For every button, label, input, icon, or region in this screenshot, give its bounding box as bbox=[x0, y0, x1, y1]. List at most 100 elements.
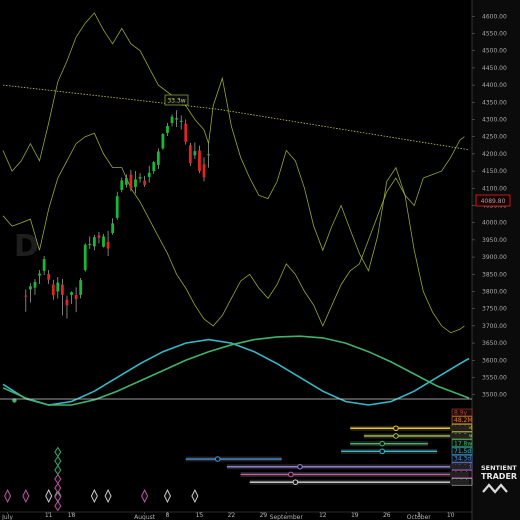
x-tick-label: 19 bbox=[351, 512, 359, 519]
y-tick-label: 3900.00 bbox=[482, 254, 507, 261]
candle bbox=[33, 279, 37, 295]
candle bbox=[188, 142, 192, 166]
candle bbox=[138, 173, 142, 183]
x-tick-label: 26 bbox=[383, 512, 391, 519]
trough-diamond bbox=[22, 488, 30, 504]
candle-body bbox=[156, 151, 160, 165]
candle bbox=[175, 110, 179, 128]
candle bbox=[51, 279, 55, 300]
x-tick-label: July bbox=[1, 514, 13, 520]
candle-body bbox=[24, 295, 28, 297]
candle-body bbox=[88, 244, 92, 246]
candlesticks bbox=[24, 110, 210, 319]
x-tick-label: 3 bbox=[417, 512, 421, 519]
y-tick-label: 4350.00 bbox=[482, 99, 507, 106]
x-tick-label: 12 bbox=[319, 512, 327, 519]
candle bbox=[161, 133, 165, 150]
candle bbox=[207, 143, 210, 168]
x-tick-label: 29 bbox=[260, 512, 268, 519]
trough-diamond bbox=[4, 488, 12, 504]
candle bbox=[193, 142, 197, 160]
trendline-label-text: 33.3w bbox=[167, 98, 185, 105]
trough-diamond bbox=[45, 488, 53, 504]
candle-body bbox=[207, 154, 210, 156]
timeframe-phase-marker bbox=[393, 433, 399, 439]
timeframe-label: 34.3d bbox=[454, 456, 471, 463]
x-tick-label: 10 bbox=[447, 512, 455, 519]
candle bbox=[60, 279, 64, 316]
x-tick-label: 22 bbox=[228, 512, 236, 519]
x-tick-label: August bbox=[134, 514, 156, 520]
candle bbox=[79, 278, 83, 299]
candle-body bbox=[74, 294, 78, 300]
timeframe-phase-marker bbox=[214, 456, 221, 462]
candle-body bbox=[198, 150, 201, 172]
current-price-text: 4089.80 bbox=[481, 198, 506, 205]
candle-body bbox=[193, 151, 197, 156]
candle-body bbox=[56, 282, 60, 292]
timeframe-label: 8.9y bbox=[454, 410, 468, 417]
candle bbox=[184, 119, 188, 145]
candle bbox=[111, 218, 115, 235]
x-tick-label: 8 bbox=[166, 512, 170, 519]
candle-body bbox=[97, 235, 101, 238]
candle bbox=[24, 289, 28, 312]
candle-body bbox=[102, 236, 105, 247]
candle bbox=[152, 161, 156, 174]
candle bbox=[170, 114, 174, 127]
timeframe-box bbox=[451, 416, 473, 424]
envelope-bands bbox=[2, 12, 465, 334]
logo-line-2: TRADER bbox=[481, 472, 517, 481]
candle-body bbox=[106, 241, 110, 249]
cycle-trough-diamonds bbox=[4, 446, 199, 512]
candle-body bbox=[115, 196, 119, 218]
candle-body bbox=[33, 281, 37, 288]
timeframe-phase-marker bbox=[297, 463, 303, 470]
y-tick-label: 3550.00 bbox=[482, 374, 507, 381]
timeframe-label: 71.5d bbox=[454, 448, 471, 455]
candle bbox=[92, 235, 96, 251]
timeframe-row: 17.8w bbox=[451, 439, 473, 447]
candle bbox=[124, 174, 128, 188]
trendline-path bbox=[2, 84, 470, 151]
candle-body bbox=[38, 273, 41, 276]
time-axis: July 11 18 August 8 15 22 29 September 12 19 26 3Oct… bbox=[0, 511, 472, 520]
candle bbox=[29, 283, 32, 303]
timeframe-row: 48.2M bbox=[451, 416, 473, 424]
candle-body bbox=[124, 177, 128, 185]
trough-diamond bbox=[104, 488, 112, 504]
candle-body bbox=[170, 116, 174, 123]
candle-body bbox=[175, 118, 179, 120]
y-tick-label: 4600.00 bbox=[482, 13, 507, 20]
candle bbox=[147, 165, 151, 183]
y-tick-label: 3650.00 bbox=[482, 340, 507, 347]
timeframe-row: 71.5d bbox=[451, 447, 473, 455]
x-tick-label: 11 bbox=[45, 512, 53, 519]
timeframe-box bbox=[451, 408, 473, 417]
y-tick-label: 3700.00 bbox=[482, 323, 507, 330]
price-axis-panel bbox=[472, 0, 520, 520]
x-tick-label: 15 bbox=[196, 512, 204, 519]
candle bbox=[120, 177, 124, 193]
candle bbox=[198, 145, 201, 174]
timeframe-box bbox=[451, 439, 473, 447]
trendline-label: 33.3w bbox=[164, 94, 189, 106]
candle-body bbox=[202, 164, 206, 178]
candle-body bbox=[51, 284, 55, 296]
candle-body bbox=[42, 259, 46, 271]
cycle-period-boxes bbox=[185, 425, 469, 485]
candle-body bbox=[83, 244, 87, 271]
y-tick-label: 4450.00 bbox=[482, 65, 507, 72]
candle-body bbox=[65, 299, 69, 306]
timeframe-row: 34.3d bbox=[451, 454, 473, 463]
timeframe-phase-marker bbox=[393, 425, 399, 432]
candle-body bbox=[120, 180, 124, 191]
trendline bbox=[2, 84, 470, 151]
green-wave bbox=[2, 335, 470, 406]
candle bbox=[42, 256, 46, 275]
candle-body bbox=[134, 179, 137, 187]
candle-body bbox=[179, 120, 183, 122]
y-tick-label: 4400.00 bbox=[482, 82, 507, 89]
